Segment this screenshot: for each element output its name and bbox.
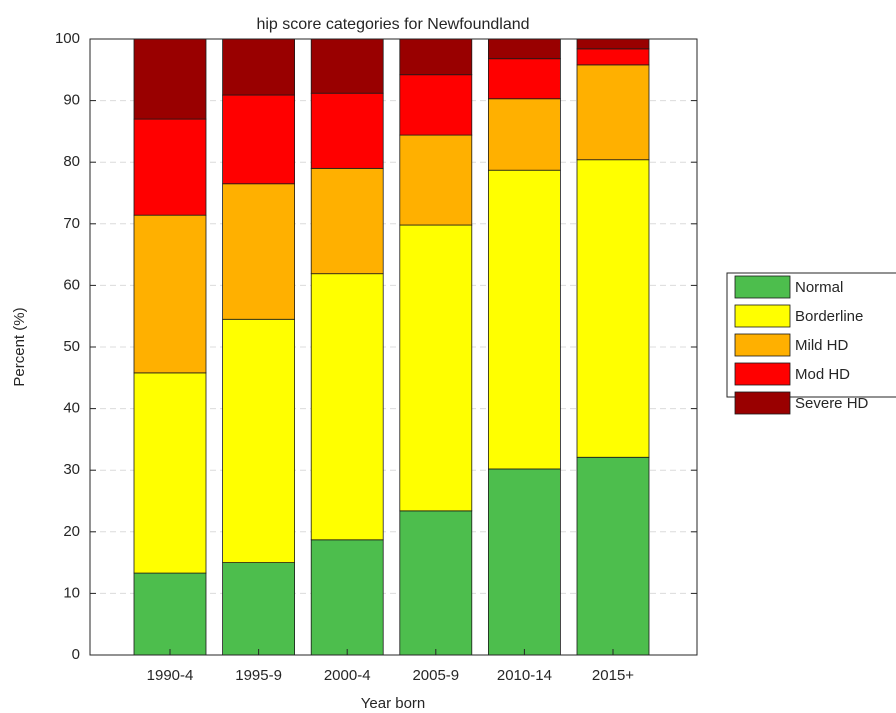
bar-segment: [133, 214, 207, 374]
bar-segment: [133, 118, 207, 216]
chart-title: hip score categories for Newfoundland: [256, 16, 529, 33]
y-tick-label: 10: [63, 584, 80, 601]
bar-segment: [487, 169, 561, 470]
y-tick-label: 0: [72, 646, 80, 663]
bar-segment: [487, 468, 561, 656]
bar-segment: [399, 74, 473, 136]
bar-segment: [399, 224, 473, 512]
y-tick-label: 50: [63, 338, 80, 355]
bar-segment: [222, 562, 296, 656]
legend-swatch: [734, 333, 791, 357]
bar-segment: [576, 48, 650, 66]
y-tick-label: 80: [63, 153, 80, 170]
bar-segment: [222, 183, 296, 320]
y-tick-label: 60: [63, 276, 80, 293]
bar-segment: [576, 64, 650, 161]
bar-segment: [310, 167, 384, 275]
axes: 0 10 20 30 40 50 60 70 80 90 100 1990-4 1995-9 2000-4…: [55, 30, 697, 684]
bar-segment: [399, 38, 473, 76]
legend-label: Mod HD: [795, 366, 850, 383]
bar-segment: [222, 318, 296, 564]
y-tick-label: 40: [63, 400, 80, 417]
bar-segment: [222, 94, 296, 185]
x-tick-label: 1995-9: [235, 667, 282, 684]
y-tick-label: 70: [63, 215, 80, 232]
legend-swatch: [734, 391, 791, 415]
x-tick-label: 2000-4: [324, 667, 371, 684]
x-tick-label: 2015+: [592, 667, 634, 684]
legend-label: Mild HD: [795, 337, 849, 354]
y-tick-label: 90: [63, 92, 80, 109]
bars: [133, 38, 650, 656]
x-tick-label: 2010-14: [497, 667, 552, 684]
bar-segment: [487, 38, 561, 60]
y-tick-label: 100: [55, 30, 80, 47]
legend-swatch: [734, 304, 791, 328]
bar-segment: [310, 539, 384, 656]
legend-label: Borderline: [795, 308, 863, 325]
legend: Normal Borderline Mild HD Mod HD Severe HD: [726, 272, 896, 415]
bar-segment: [576, 38, 650, 50]
legend-label: Normal: [795, 279, 843, 296]
bar-segment: [310, 273, 384, 541]
bar-segment: [399, 134, 473, 226]
bar-segment: [487, 98, 561, 171]
legend-swatch: [734, 362, 791, 386]
bar-segment: [576, 456, 650, 656]
y-tick-label: 30: [63, 461, 80, 478]
legend-label: Severe HD: [795, 395, 869, 412]
bar-segment: [133, 572, 207, 656]
bar-segment: [399, 510, 473, 656]
bar-segment: [310, 38, 384, 94]
y-axis-label: Percent (%): [11, 307, 28, 386]
x-tick-label: 1990-4: [147, 667, 194, 684]
bar-segment: [133, 372, 207, 574]
bar-segment: [576, 159, 650, 458]
bar-segment: [222, 38, 296, 96]
y-tick-label: 20: [63, 523, 80, 540]
bar-segment: [487, 58, 561, 100]
legend-swatch: [734, 275, 791, 299]
x-tick-label: 2005-9: [412, 667, 459, 684]
x-axis-label: Year born: [361, 695, 426, 712]
bar-segment: [133, 38, 207, 120]
bar-segment: [310, 92, 384, 169]
